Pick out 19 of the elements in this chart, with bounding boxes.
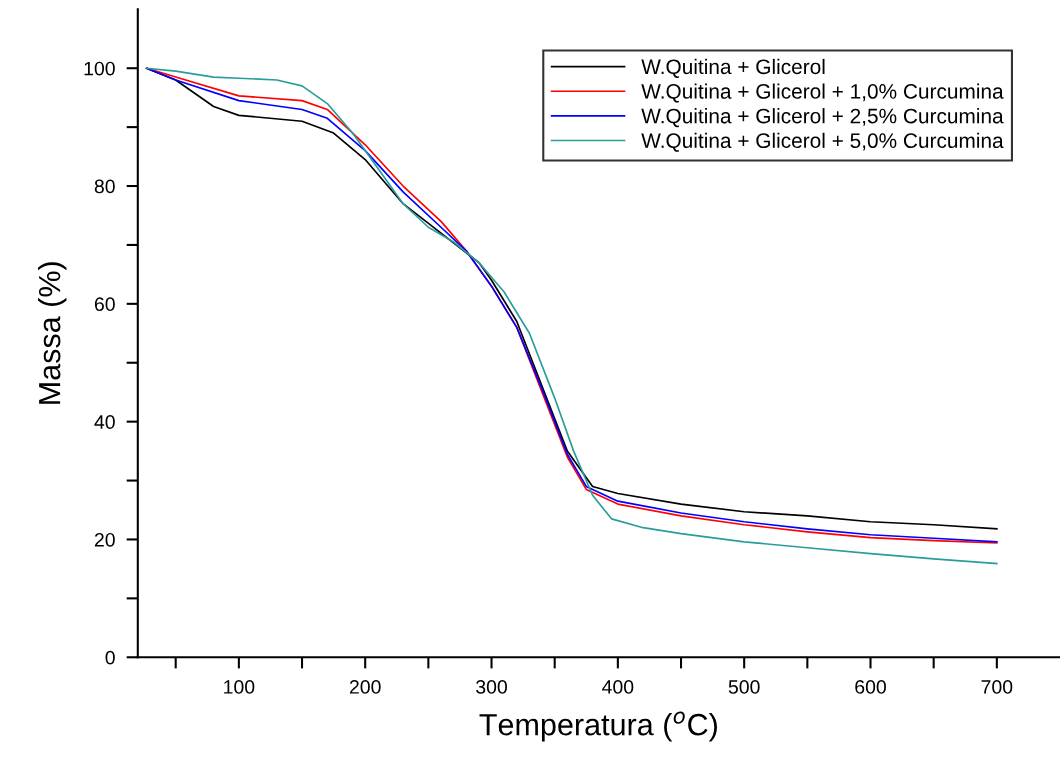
x-tick-label: 100 [224, 680, 255, 694]
x-axis-title: Temperatura ($^{o}$C) [479, 711, 717, 742]
x-tick-label: 300 [476, 680, 507, 694]
y-tick-label: 40 [94, 415, 115, 429]
x-tick-label: 500 [728, 680, 760, 694]
y-tick-label: 100 [84, 61, 115, 76]
y-tick-label: 60 [94, 297, 115, 312]
y-tick-label: 80 [94, 179, 115, 194]
y-tick-label: 20 [94, 532, 115, 547]
x-tick-label: 400 [602, 680, 634, 694]
x-tick-label: 200 [349, 680, 381, 694]
legend-label: W.Quitina + Glicerol + 2,5% Curcumina [641, 108, 1004, 128]
legend-label: W.Quitina + Glicerol + 5,0% Curcumina [641, 132, 1004, 152]
y-axis-title: Massa (%) [37, 262, 67, 404]
x-tick-label: 600 [855, 680, 886, 694]
legend-label: W.Quitina + Glicerol [641, 58, 825, 78]
y-tick-label: 0 [105, 650, 115, 665]
x-tick-label: 700 [981, 680, 1013, 694]
legend-label: W.Quitina + Glicerol + 1,0% Curcumina [641, 83, 1004, 103]
